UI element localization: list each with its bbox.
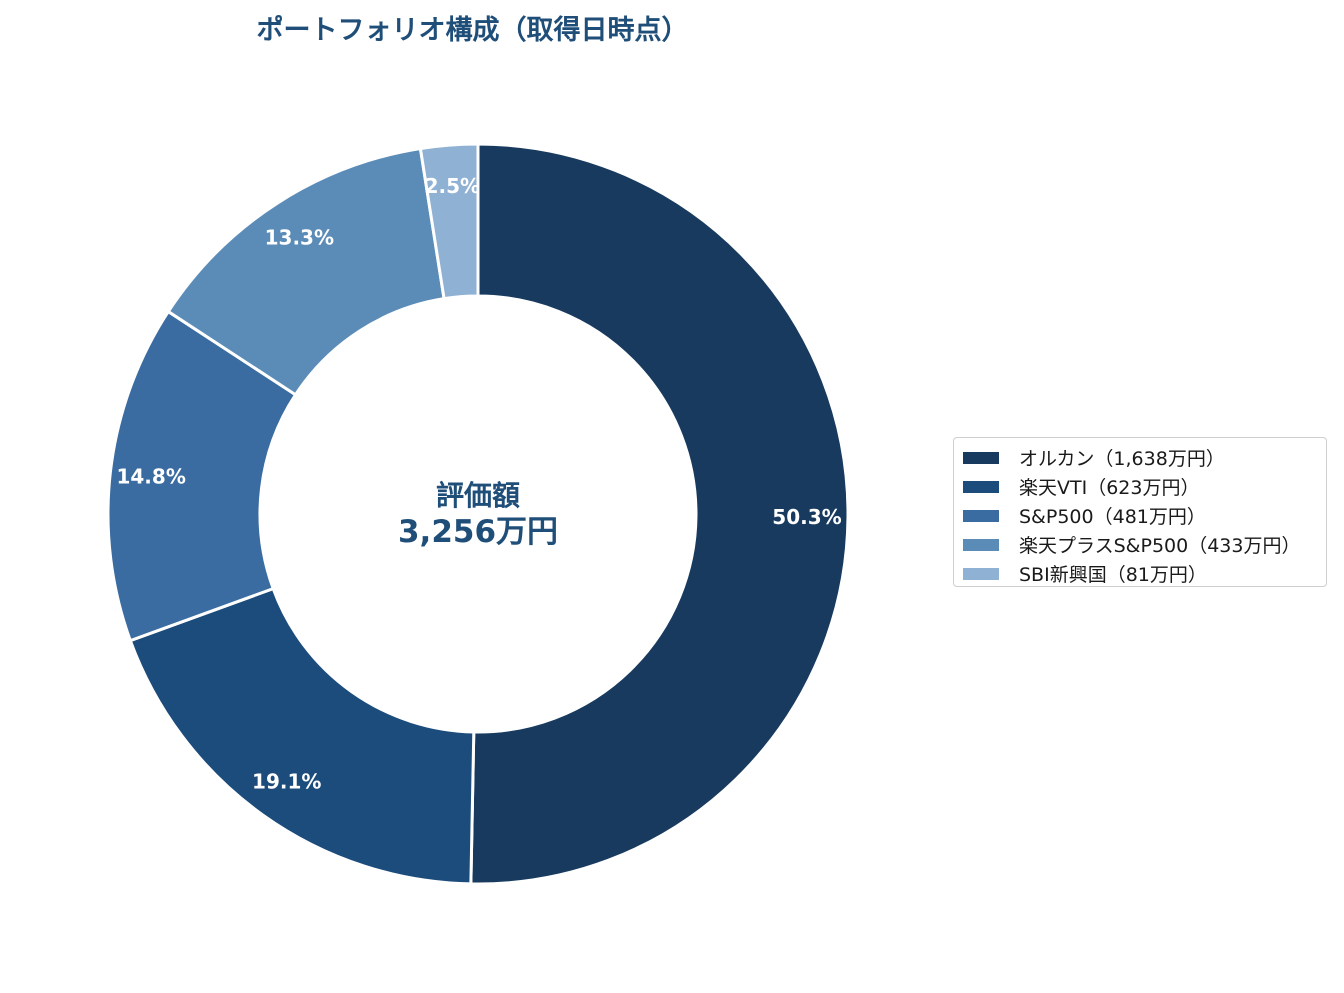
- legend-label-3: S&P500（481万円）: [1019, 506, 1206, 528]
- legend-item-2: 楽天VTI（623万円）: [963, 472, 1326, 501]
- legend-swatch-1: [963, 451, 999, 464]
- legend: オルカン（1,638万円） 楽天VTI（623万円） S&P500（481万円） 楽天…: [953, 437, 1327, 587]
- center-label-title: 評価額: [436, 479, 520, 512]
- legend-label-1: オルカン（1,638万円）: [1019, 448, 1225, 470]
- donut-slice-3: [106, 309, 298, 643]
- chart-title: ポートフォリオ構成（取得日時点）: [256, 15, 689, 46]
- slice-labels: 50.3% 19.1% 14.8% 13.3% 2.5%: [116, 174, 841, 794]
- legend-item-4: 楽天プラスS&P500（433万円）: [963, 530, 1326, 559]
- donut-slice-1: [469, 142, 850, 886]
- legend-label-4: 楽天プラスS&P500（433万円）: [1019, 535, 1301, 557]
- donut-slice-5: [418, 142, 480, 301]
- donut-slices: [106, 142, 850, 886]
- legend-swatch-5: [963, 567, 999, 580]
- legend-swatch-4: [963, 538, 999, 551]
- donut-slice-4: [166, 146, 446, 397]
- legend-swatch-2: [963, 480, 999, 493]
- legend-item-5: SBI新興国（81万円）: [963, 559, 1326, 588]
- legend-swatch-3: [963, 509, 999, 522]
- legend-item-1: オルカン（1,638万円）: [963, 443, 1326, 472]
- legend-item-3: S&P500（481万円）: [963, 501, 1326, 530]
- donut-slice-2: [128, 586, 476, 886]
- legend-label-5: SBI新興国（81万円）: [1019, 564, 1207, 586]
- slice-percent-label-1: 50.3%: [772, 505, 841, 529]
- slice-percent-label-5: 2.5%: [425, 174, 480, 198]
- donut-chart: 50.3% 19.1% 14.8% 13.3% 2.5% 評価額 3,256万円: [106, 142, 850, 886]
- slice-percent-label-2: 19.1%: [252, 770, 321, 794]
- legend-label-2: 楽天VTI（623万円）: [1019, 477, 1200, 499]
- slice-percent-label-3: 14.8%: [116, 464, 185, 488]
- center-label-value: 3,256万円: [398, 514, 558, 550]
- slice-percent-label-4: 13.3%: [265, 226, 334, 250]
